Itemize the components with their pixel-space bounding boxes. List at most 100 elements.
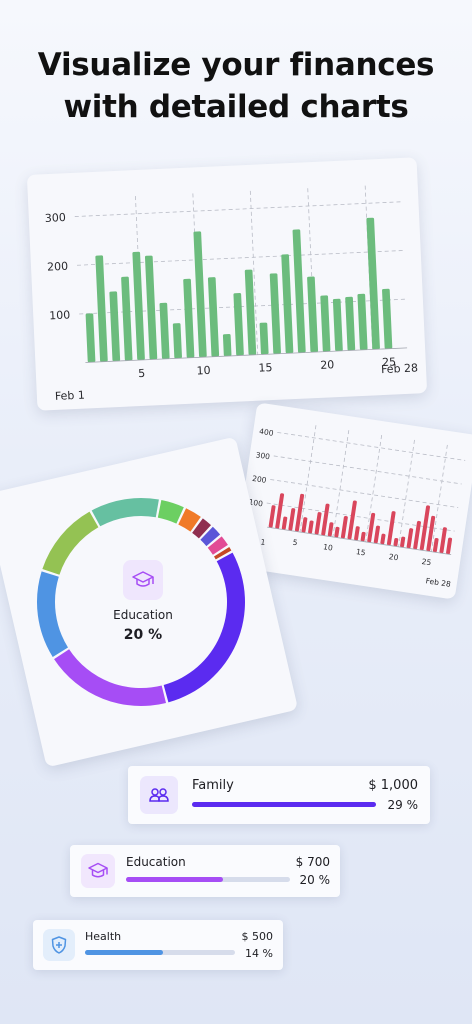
bar [321, 503, 330, 536]
donut-segment [42, 511, 99, 575]
category-progress-fill [192, 802, 376, 807]
bar [373, 525, 380, 544]
bar [432, 537, 439, 553]
bar [269, 273, 281, 354]
bar [334, 526, 340, 538]
bar [193, 231, 207, 358]
green-chart-card: 100 200 300 5 10 15 20 25 Feb 1 Feb 28 [26, 157, 428, 411]
bar [345, 296, 356, 351]
category-name: Education [126, 855, 186, 869]
x-axis-line [85, 347, 408, 363]
category-progress-fill [85, 950, 163, 955]
donut-segment [178, 508, 201, 532]
bar [320, 295, 331, 352]
grid-line [270, 479, 459, 508]
category-card-health[interactable]: Health $ 500 14 % [33, 920, 283, 970]
grid-line [277, 431, 466, 461]
y-tick-label: 300 [255, 450, 271, 461]
bar [132, 251, 145, 361]
category-progress-fill [126, 877, 223, 882]
bar [121, 276, 133, 361]
bar [439, 527, 447, 554]
x-axis-line [267, 526, 452, 556]
donut-center-icon-bg [123, 560, 163, 600]
bar [354, 526, 360, 541]
bar [281, 516, 288, 530]
graduation-cap-icon [88, 862, 108, 878]
x-tick-label: 10 [323, 542, 334, 552]
category-percent: 29 % [387, 798, 419, 812]
bar [244, 269, 257, 356]
bar [268, 505, 276, 528]
donut-segment [157, 500, 184, 524]
y-tick-label: 100 [248, 497, 264, 508]
x-tick-label: 20 [320, 358, 335, 372]
bar [327, 522, 334, 537]
donut-chart-card: Education 20 % [0, 436, 299, 768]
graduation-cap-icon [132, 571, 154, 587]
bar [419, 505, 431, 551]
bar [360, 531, 366, 542]
donut-center-label: Education [113, 608, 173, 622]
category-percent: 20 % [299, 873, 331, 887]
x-tick-label: 25 [421, 557, 432, 567]
bar [406, 528, 414, 549]
headline: Visualize your finances with detailed ch… [0, 44, 472, 128]
bar [281, 254, 294, 354]
x-tick-label: 5 [138, 367, 146, 380]
grid-line [365, 435, 383, 542]
category-percent: 14 % [245, 947, 273, 960]
bar [347, 500, 357, 540]
donut-segment [91, 498, 159, 527]
donut-segment [214, 547, 232, 560]
y-tick-label: 200 [252, 474, 268, 485]
headline-line-1: Visualize your finances [37, 47, 435, 83]
category-progress-track [85, 950, 235, 955]
y-tick-label: 400 [259, 427, 275, 438]
bar [207, 277, 220, 357]
grid-line [299, 425, 317, 533]
bar [393, 537, 399, 547]
category-card-family[interactable]: Family $ 1,000 29 % [128, 766, 430, 824]
x-tick-label: 15 [355, 547, 366, 557]
end-date-label: Feb 28 [381, 361, 419, 376]
donut-center-value: 20 % [124, 627, 162, 643]
bar [307, 276, 319, 353]
bar [426, 515, 436, 552]
x-tick-label: 15 [258, 361, 273, 375]
donut-segment [200, 526, 221, 547]
x-tick-label: 25 [382, 355, 397, 369]
donut-segment [207, 536, 228, 555]
category-amount: $ 1,000 [368, 778, 418, 793]
education-icon-tile [81, 854, 115, 888]
bar [367, 512, 376, 543]
donut-segment [37, 571, 68, 657]
bar [95, 255, 108, 362]
grid-line [273, 455, 462, 485]
bar [288, 508, 296, 531]
category-progress-track [192, 802, 376, 807]
green-bar-chart: 100 200 300 5 10 15 20 25 Feb 1 Feb 28 [45, 185, 419, 403]
bar [222, 334, 232, 357]
bar [172, 323, 182, 359]
start-date-label: Feb 1 [55, 389, 86, 403]
bar [332, 298, 343, 352]
bar [109, 291, 121, 362]
bar [413, 520, 421, 550]
family-icon-tile [140, 776, 178, 814]
category-amount: $ 500 [241, 930, 274, 943]
bar [233, 293, 244, 356]
headline-line-2: with detailed charts [63, 89, 409, 125]
bar [314, 512, 322, 535]
bar [386, 511, 396, 546]
donut-segment [163, 552, 245, 703]
category-progress-track [126, 877, 290, 882]
grid-line [74, 201, 401, 217]
grid-line [249, 190, 259, 355]
donut-segment [192, 518, 212, 539]
donut-segment [54, 649, 167, 706]
category-card-education[interactable]: Education $ 700 20 % [70, 845, 340, 897]
grid-line [79, 298, 405, 315]
